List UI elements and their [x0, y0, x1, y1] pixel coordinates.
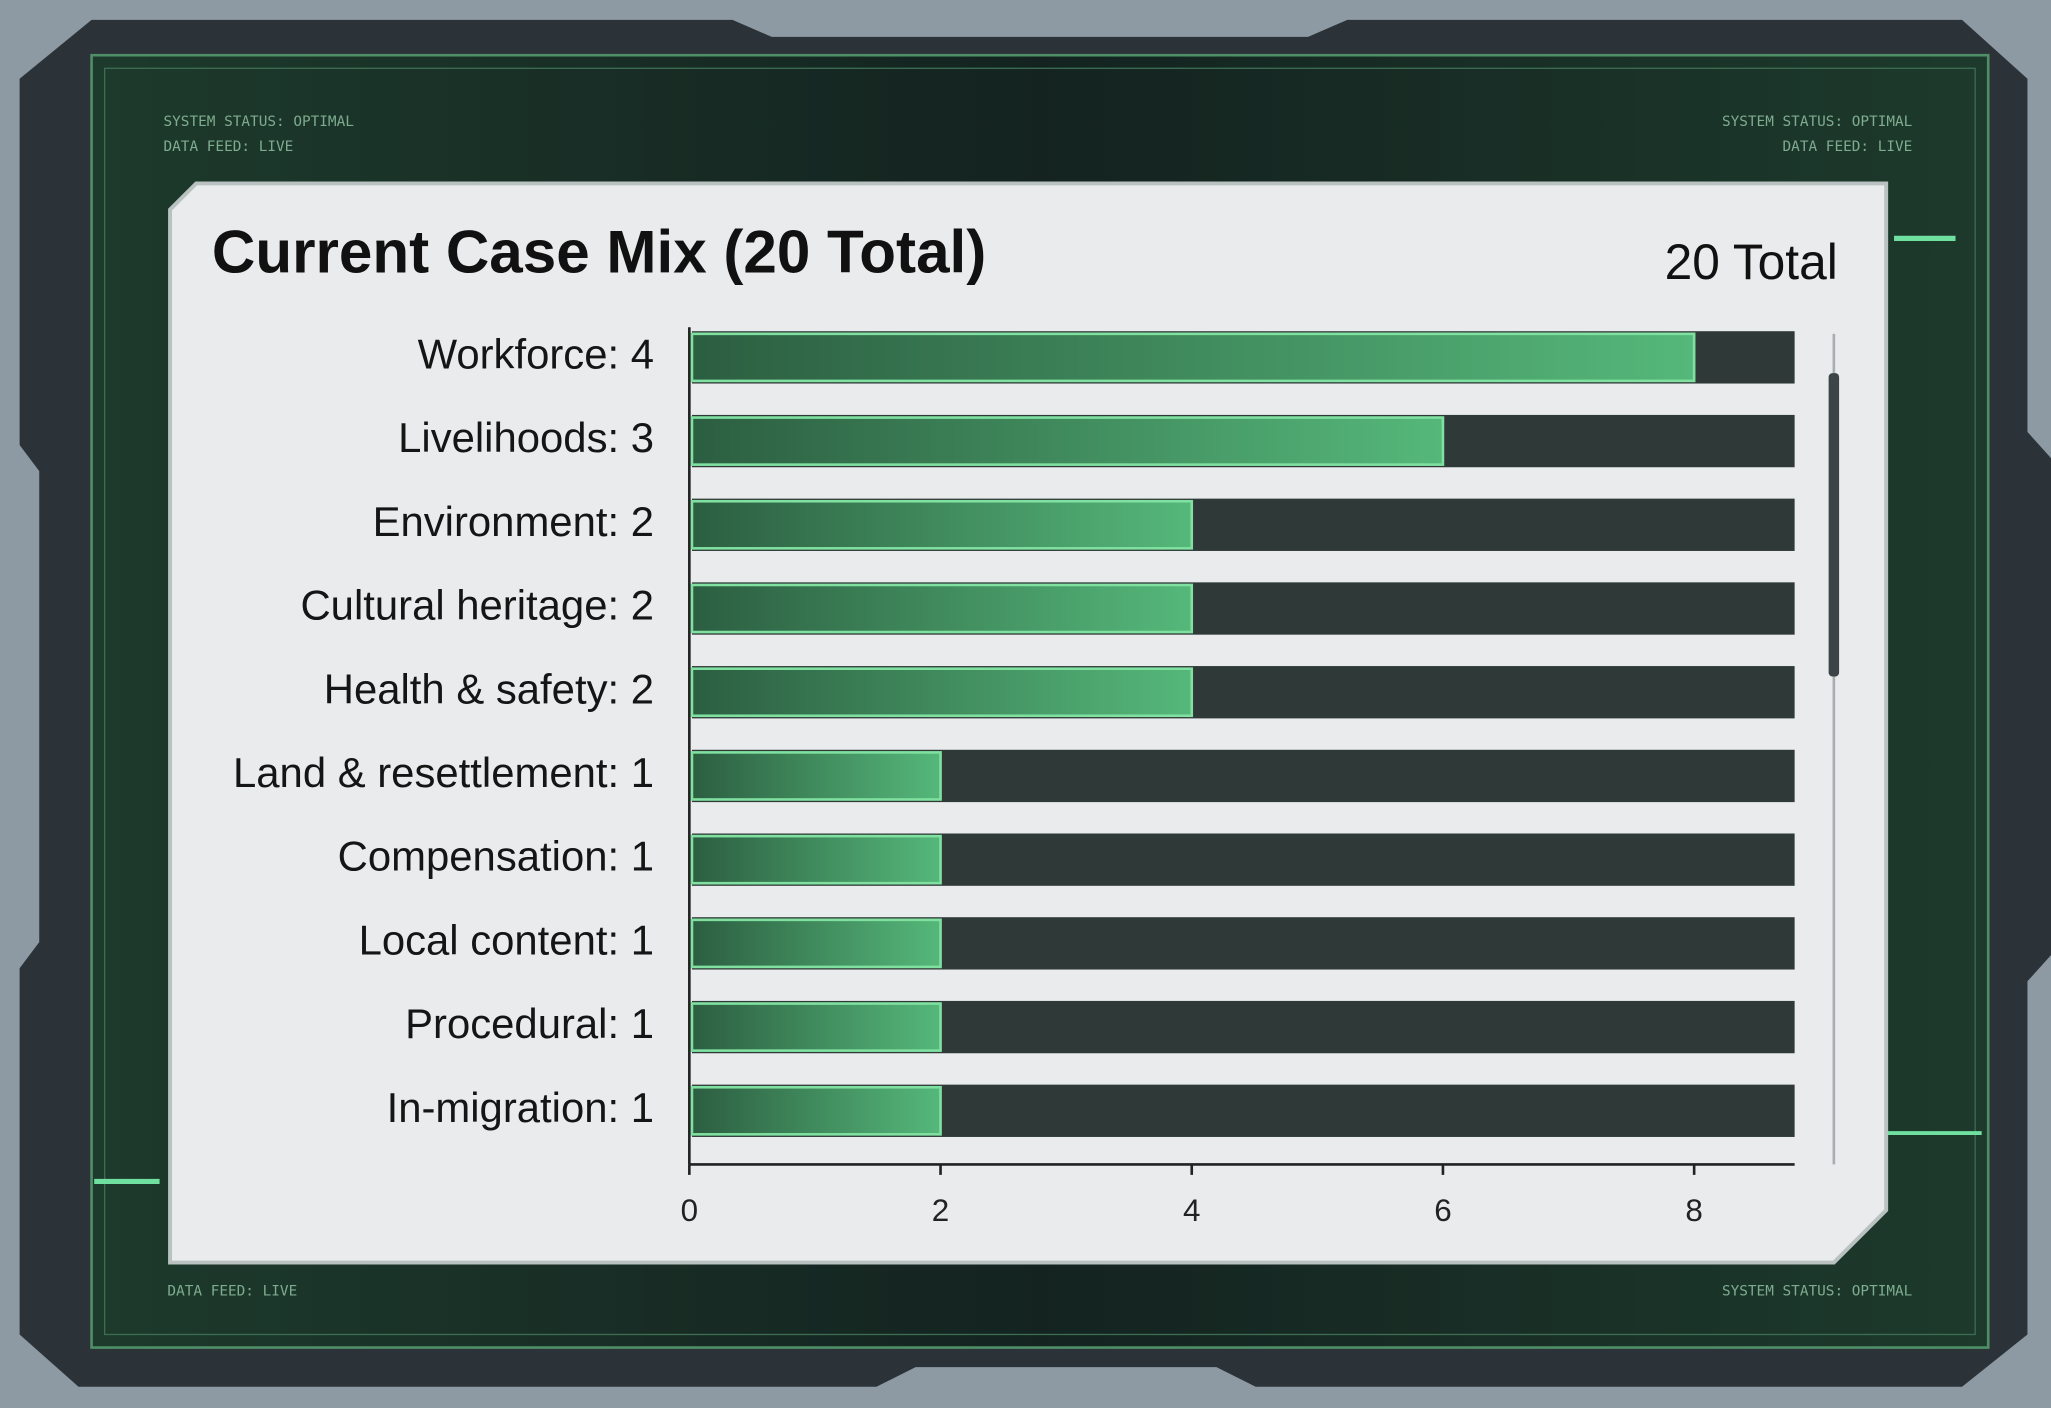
bar — [692, 669, 1192, 716]
x-tick-label: 0 — [681, 1193, 698, 1228]
total-annotation: 20 Total — [1665, 234, 1838, 290]
x-tick-label: 4 — [1183, 1193, 1200, 1228]
bar — [692, 585, 1192, 632]
category-label: Health & safety: 2 — [324, 665, 654, 712]
hud-text: DATA FEED: LIVE — [1783, 139, 1913, 155]
bar — [692, 501, 1192, 548]
bar — [692, 1087, 941, 1134]
category-label: Environment: 2 — [373, 498, 654, 545]
page: SYSTEM STATUS: OPTIMAL DATA FEED: LIVE S… — [0, 0, 2051, 1408]
hud-text: SYSTEM STATUS: OPTIMAL — [1722, 114, 1912, 130]
hud-text: DATA FEED: LIVE — [164, 139, 294, 155]
bar — [692, 334, 1694, 381]
chart: SYSTEM STATUS: OPTIMAL DATA FEED: LIVE S… — [0, 0, 2051, 1408]
bar — [692, 752, 941, 799]
bar — [692, 836, 941, 883]
hud-text: SYSTEM STATUS: OPTIMAL — [1722, 1283, 1912, 1299]
category-label: Compensation: 1 — [338, 833, 654, 880]
category-label: Procedural: 1 — [405, 1000, 654, 1047]
category-label: Land & resettlement: 1 — [233, 749, 654, 796]
bar — [692, 418, 1443, 465]
bar — [692, 920, 941, 967]
scrollbar-thumb[interactable] — [1829, 373, 1839, 676]
category-label: In-migration: 1 — [387, 1084, 654, 1131]
bar — [692, 1004, 941, 1051]
x-tick-label: 2 — [932, 1193, 949, 1228]
category-label: Workforce: 4 — [418, 330, 654, 377]
hud-text: SYSTEM STATUS: OPTIMAL — [164, 114, 354, 130]
category-label: Local content: 1 — [359, 916, 654, 963]
chart-title: Current Case Mix (20 Total) — [212, 219, 986, 286]
category-label: Cultural heritage: 2 — [300, 582, 654, 629]
category-label: Livelihoods: 3 — [398, 414, 654, 461]
x-tick-label: 6 — [1434, 1193, 1451, 1228]
x-tick-label: 8 — [1685, 1193, 1702, 1228]
hud-text: DATA FEED: LIVE — [167, 1283, 297, 1299]
